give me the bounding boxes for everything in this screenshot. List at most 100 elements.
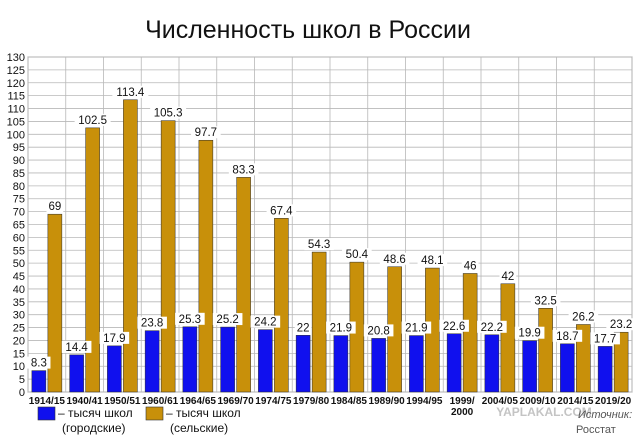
data-label-bg: [568, 310, 599, 323]
data-label-bg: [266, 204, 297, 217]
y-tick-label: 40: [13, 284, 25, 296]
y-tick-label: 125: [7, 65, 25, 77]
x-tick-label: 2019/20: [595, 396, 632, 407]
legend-label-urban-line1: – тысяч школ: [58, 406, 133, 420]
data-label-bg: [417, 254, 448, 267]
x-tick-label: 1950/51: [104, 396, 141, 407]
y-tick-label: 100: [7, 129, 25, 141]
bar-urban: [182, 326, 198, 393]
bar-urban: [333, 335, 349, 393]
data-label-bg: [514, 326, 545, 339]
data-label: 23.2: [610, 319, 632, 331]
data-label-bg: [250, 315, 281, 328]
bar-rural: [85, 127, 100, 393]
data-label: 22.2: [481, 322, 503, 334]
data-label-bg: [590, 332, 620, 345]
data-label-bg: [342, 248, 372, 261]
legend-label-rural-line1: – тысяч школ: [166, 406, 241, 420]
data-label: 113.4: [116, 87, 145, 99]
data-label: 25.3: [179, 314, 201, 326]
x-tick-label: 1960/61: [142, 396, 179, 407]
bar-urban: [69, 354, 84, 393]
data-labels: 8.3 69 14.4 102.5 17.9 113.4 23.8 105.3 25.3 97.7…: [27, 85, 636, 370]
data-label: 23.8: [141, 318, 163, 330]
x-tick-label: 2000: [451, 407, 474, 418]
axes: 0510152025303540455055606570758085909510…: [7, 52, 632, 418]
y-tick-label: 75: [13, 194, 25, 206]
data-label: 17.7: [594, 333, 616, 345]
data-label-bg: [46, 200, 64, 213]
legend: – тысяч школ (городские) – тысяч школ (с…: [37, 406, 241, 435]
x-tick-label: 1999/: [450, 396, 475, 407]
data-label: 24.2: [254, 317, 276, 329]
legend-label-urban-line2: (городские): [62, 421, 126, 435]
x-tick-label: 1994/95: [406, 396, 443, 407]
data-label-bg: [499, 269, 517, 282]
y-tick-label: 25: [13, 323, 25, 335]
y-tick-label: 45: [13, 271, 25, 283]
bar-rural: [311, 251, 327, 393]
legend-swatch-rural: [145, 406, 164, 421]
data-label-bg: [294, 321, 312, 334]
x-tick-label: 1940/41: [67, 396, 104, 407]
data-label: 18.7: [556, 331, 578, 343]
source-name: Росстат: [576, 424, 616, 436]
bar-rural: [198, 139, 214, 393]
data-label: 26.2: [572, 311, 594, 323]
data-label-bg: [228, 163, 259, 176]
data-label-bg: [552, 329, 583, 342]
data-label: 14.4: [65, 342, 88, 354]
data-label-bg: [326, 321, 356, 334]
x-tick-label: 1989/90: [369, 396, 406, 407]
data-label: 69: [48, 201, 61, 213]
data-label-bg: [150, 106, 187, 119]
y-tick-label: 0: [19, 387, 25, 399]
data-label: 46: [464, 260, 477, 272]
data-label: 50.4: [346, 249, 369, 261]
data-label: 54.3: [308, 239, 330, 251]
x-tick-label: 1979/80: [293, 396, 330, 407]
y-tick-label: 105: [7, 116, 25, 128]
data-label-bg: [212, 313, 243, 326]
data-label-bg: [304, 238, 334, 251]
data-label-bg: [379, 252, 410, 265]
data-label-bg: [439, 319, 469, 332]
data-label-bg: [27, 356, 51, 369]
y-tick-label: 20: [13, 335, 25, 347]
data-label-bg: [112, 85, 149, 98]
y-tick-label: 90: [13, 155, 25, 167]
bar-rural: [274, 218, 289, 393]
y-tick-label: 55: [13, 245, 25, 257]
bar-urban: [409, 335, 424, 393]
data-label-bg: [401, 321, 432, 334]
x-tick-label: 1914/15: [29, 396, 66, 407]
bar-rural: [47, 213, 63, 393]
bar-urban: [484, 334, 500, 393]
data-label: 25.2: [216, 314, 238, 326]
bar-urban: [144, 330, 160, 393]
bar-rural: [500, 283, 516, 393]
y-tick-label: 10: [13, 361, 25, 373]
data-label-bg: [363, 324, 394, 337]
y-tick-label: 130: [7, 52, 25, 64]
x-tick-label: 2009/10: [520, 396, 557, 407]
bar-urban: [597, 346, 613, 393]
data-label: 97.7: [195, 127, 217, 139]
bar-urban: [258, 329, 273, 393]
y-tick-label: 35: [13, 297, 25, 309]
data-label: 8.3: [31, 358, 47, 370]
bars: [31, 99, 629, 393]
bar-urban: [522, 340, 537, 393]
y-tick-label: 5: [19, 374, 25, 386]
data-label: 19.9: [518, 328, 540, 340]
data-label: 105.3: [154, 108, 183, 120]
legend-swatch-urban: [37, 406, 56, 421]
y-tick-label: 85: [13, 168, 25, 180]
data-label: 102.5: [78, 115, 107, 127]
y-tick-label: 95: [13, 142, 25, 154]
legend-label-rural-line2: (сельские): [170, 421, 228, 435]
bar-urban: [371, 338, 386, 393]
data-label: 17.9: [103, 333, 125, 345]
bar-urban: [446, 333, 462, 393]
y-tick-label: 70: [13, 207, 25, 219]
